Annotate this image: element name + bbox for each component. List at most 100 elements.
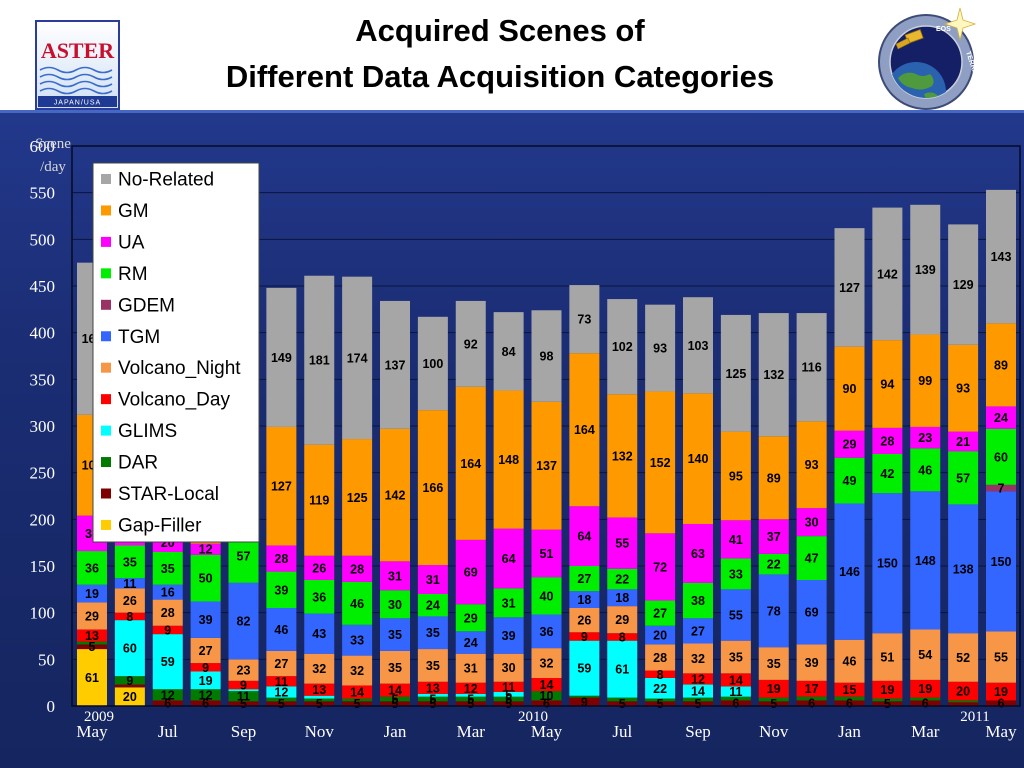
segment-gm-2010-02 [417,410,448,566]
segment-volcano-day-2009-11 [304,683,335,696]
segment-label-dar-2009-07: 12 [161,688,175,702]
segment-label-dar-2010-02: 5 [429,693,436,707]
segment-label-volcano-day-2010-03: 12 [464,682,478,696]
segment-label-glims-2009-08: 19 [199,674,213,688]
segment-label-volcano-night-2011-05: 55 [994,651,1008,665]
legend-label-volcano-night: Volcano_Night [118,358,241,379]
y-axis-title-line-1: Scene [35,136,71,152]
segment-label-volcano-day-2010-05: 14 [540,678,554,692]
segment-glims-2009-07 [152,634,183,690]
segment-label-no-related-2010-12: 116 [802,361,822,375]
segment-label-star-local-2009-12: 5 [354,697,361,711]
segment-volcano-night-2011-02 [872,633,903,681]
segment-gm-2010-01 [380,428,410,562]
segment-dar-2010-12 [796,696,827,701]
segment-no-related-2010-04 [493,312,524,391]
title-line-1: Acquired Scenes of [355,13,645,48]
y-tick-label-550: 550 [30,184,56,203]
segment-volcano-night-2009-07 [152,599,183,626]
segment-volcano-day-2010-12 [796,680,827,697]
segment-volcano-day-2010-11 [758,679,789,698]
segment-no-related-2011-05 [986,189,1016,324]
segment-label-ua-2009-08: 12 [199,543,213,557]
bar-2010-01 [380,300,410,706]
segment-glims-2009-08 [190,671,221,690]
segment-label-volcano-day-2009-09: 9 [240,679,247,693]
segment-label-glims-2010-07: 61 [615,663,629,677]
segment-gdem-2011-05 [986,484,1016,492]
segment-gm-2010-12 [796,421,827,509]
segment-no-related-2009-12 [342,276,373,440]
segment-no-related-2011-03 [910,204,941,335]
legend-swatch-no-related [101,174,111,184]
segment-label-glims-2009-10: 12 [274,686,288,700]
segment-ua-2011-05 [986,406,1016,429]
segment-label-ua-2009-12: 28 [350,562,364,576]
segment-label-volcano-night-2009-10: 27 [274,657,288,671]
segment-ua-2010-04 [493,528,524,589]
x-tick-label-9: Sep [685,722,711,741]
segment-label-star-local-2011-05: 6 [998,697,1005,711]
segment-label-volcano-night-2010-02: 35 [426,659,440,673]
segment-tgm-2009-07 [152,584,183,600]
segment-label-gm-2011-01: 90 [843,382,857,396]
segment-label-rm-2009-06: 35 [123,555,137,569]
segment-label-volcano-day-2009-06: 8 [126,610,133,624]
segment-label-gm-2009-11: 119 [309,494,329,508]
legend-label-star-local: STAR-Local [118,484,219,505]
segment-label-gm-2009-12: 125 [347,491,368,505]
segment-no-related-2010-10 [720,314,751,432]
segment-glims-2010-03 [455,693,486,697]
segment-label-star-local-2011-02: 5 [884,697,891,711]
segment-gm-2010-11 [758,436,789,520]
segment-volcano-night-2010-09 [683,643,713,674]
x-tick-label-6: Mar [457,722,486,741]
segment-dar-2010-11 [758,697,789,702]
segment-label-volcano-day-2009-10: 11 [275,675,288,689]
title-strip: ASTER JAPAN/USA Acquired Scenes of Diffe… [0,0,1024,110]
segment-ua-2010-05 [531,529,562,578]
segment-tgm-2010-04 [493,617,524,654]
segment-rm-2010-02 [417,594,448,617]
segment-star-local-2009-12 [342,701,373,706]
segment-no-related-2011-01 [834,228,865,347]
segment-glims-2010-07 [607,640,638,698]
x-tick-label-5: Jan [384,722,407,741]
segment-dar-2009-09 [228,691,259,702]
segment-label-volcano-night-2010-10: 35 [729,651,743,665]
segment-dar-2011-04 [948,700,979,703]
y-tick-label-600: 600 [30,137,56,156]
segment-label-no-related-2009-11: 181 [309,354,330,368]
segment-label-star-local-2011-01: 6 [846,697,853,711]
y-tick-label-250: 250 [30,464,56,483]
segment-label-volcano-day-2009-07: 9 [164,623,171,637]
legend-swatch-ua [101,236,111,247]
segment-label-gap-filler-2009-05: 61 [85,671,99,685]
segment-ua-2009-08 [190,543,221,555]
segment-label-rm-2010-03: 29 [464,611,478,625]
y-tick-label-300: 300 [30,417,56,436]
segment-dar-2011-03 [910,697,941,701]
segment-label-dar-2010-05: 10 [540,689,554,703]
segment-volcano-day-2010-05 [531,678,562,692]
segment-volcano-night-2011-03 [910,629,941,680]
y-tick-label-0: 0 [47,697,56,716]
segment-label-tgm-2010-01: 35 [388,628,402,642]
segment-label-ua-2010-05: 51 [540,547,554,561]
segment-label-rm-2010-12: 47 [805,552,819,566]
segment-rm-2009-05 [77,551,107,585]
segment-volcano-night-2010-12 [796,644,827,681]
y-tick-label-350: 350 [30,370,56,389]
segment-gm-2011-04 [948,344,979,432]
bar-2011-03 [910,204,941,706]
segment-dar-2010-04 [493,696,524,702]
segment-volcano-day-2009-08 [190,663,221,672]
segment-label-star-local-2010-10: 6 [732,697,739,711]
segment-label-no-related-2010-01: 137 [385,358,406,372]
y-tick-label-200: 200 [30,510,56,529]
segment-star-local-2011-03 [910,700,941,706]
segment-dar-2009-11 [304,698,335,702]
segment-label-rm-2009-08: 50 [199,572,213,586]
bar-2011-01 [834,228,865,706]
